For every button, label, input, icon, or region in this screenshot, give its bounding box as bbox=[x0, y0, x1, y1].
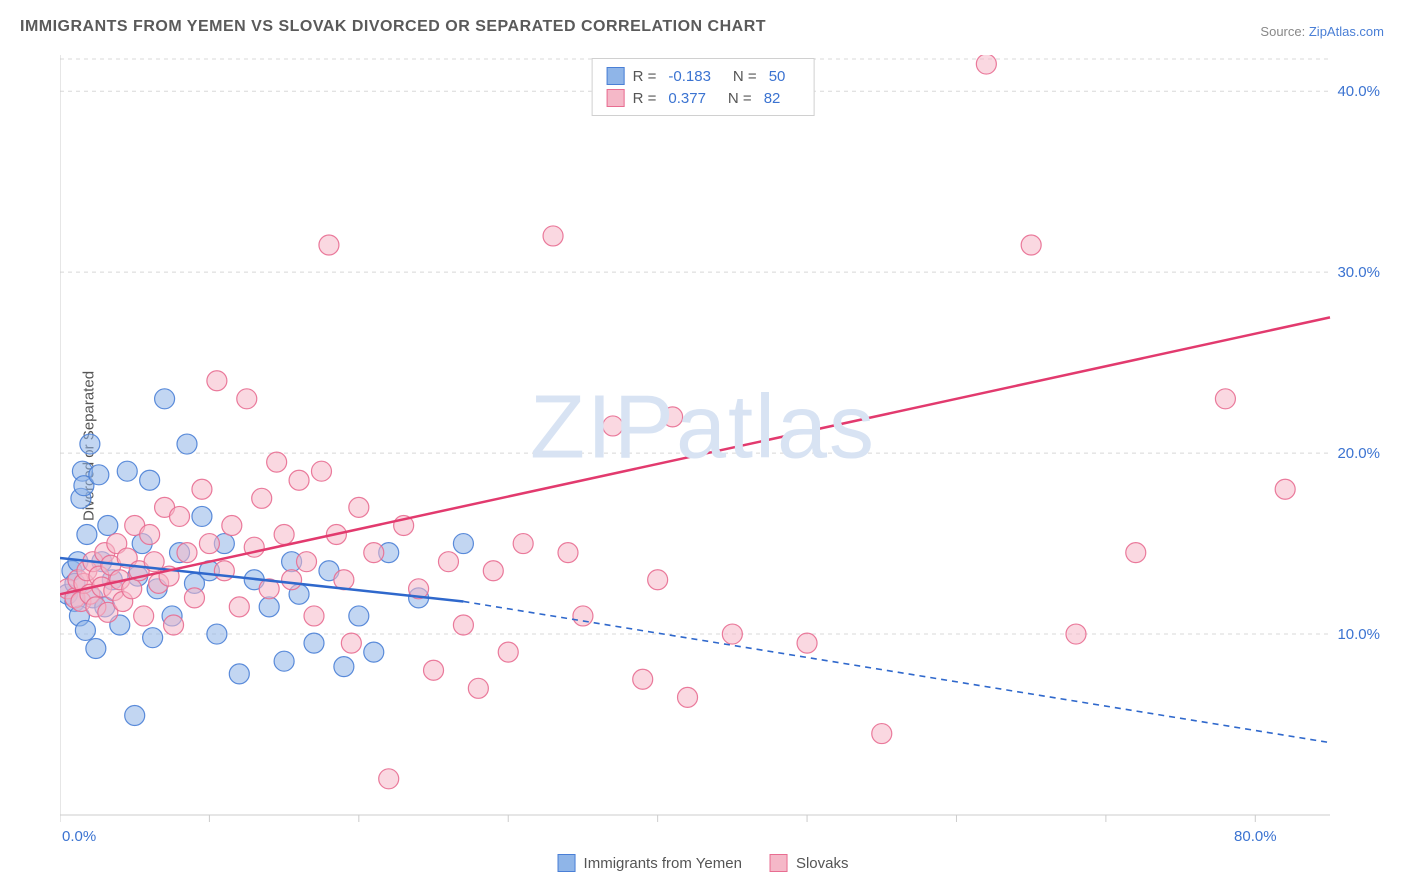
source-value: ZipAtlas.com bbox=[1309, 24, 1384, 39]
source-attribution: Source: ZipAtlas.com bbox=[1260, 24, 1384, 39]
legend-item-slovak: Slovaks bbox=[770, 854, 849, 872]
legend-row-slovak: R = 0.377 N = 82 bbox=[607, 87, 800, 109]
source-label: Source: bbox=[1260, 24, 1305, 39]
scatter-chart-svg: 10.0% 20.0% 30.0% 40.0% 0.0% 80.0% bbox=[60, 55, 1380, 845]
r-value-slovak: 0.377 bbox=[668, 90, 706, 107]
swatch-slovak-bottom bbox=[770, 854, 788, 872]
svg-text:0.0%: 0.0% bbox=[62, 828, 96, 845]
r-value-yemen: -0.183 bbox=[668, 68, 711, 85]
swatch-yemen bbox=[607, 67, 625, 85]
svg-text:80.0%: 80.0% bbox=[1234, 828, 1277, 845]
swatch-slovak bbox=[607, 89, 625, 107]
series-legend: Immigrants from Yemen Slovaks bbox=[558, 854, 849, 872]
chart-plot-area: 10.0% 20.0% 30.0% 40.0% 0.0% 80.0% bbox=[60, 55, 1380, 845]
chart-title: IMMIGRANTS FROM YEMEN VS SLOVAK DIVORCED… bbox=[20, 18, 766, 36]
svg-text:20.0%: 20.0% bbox=[1337, 445, 1380, 462]
svg-text:40.0%: 40.0% bbox=[1337, 83, 1380, 100]
legend-item-yemen: Immigrants from Yemen bbox=[558, 854, 742, 872]
n-value-yemen: 50 bbox=[769, 68, 786, 85]
legend-row-yemen: R = -0.183 N = 50 bbox=[607, 65, 800, 87]
svg-text:10.0%: 10.0% bbox=[1337, 626, 1380, 643]
swatch-yemen-bottom bbox=[558, 854, 576, 872]
r-label: R = bbox=[633, 68, 657, 85]
legend-label-slovak: Slovaks bbox=[796, 855, 849, 872]
svg-text:30.0%: 30.0% bbox=[1337, 264, 1380, 281]
legend-label-yemen: Immigrants from Yemen bbox=[584, 855, 742, 872]
r-label: R = bbox=[633, 90, 657, 107]
n-label: N = bbox=[733, 68, 757, 85]
correlation-legend: R = -0.183 N = 50 R = 0.377 N = 82 bbox=[592, 58, 815, 116]
n-value-slovak: 82 bbox=[764, 90, 781, 107]
n-label: N = bbox=[728, 90, 752, 107]
